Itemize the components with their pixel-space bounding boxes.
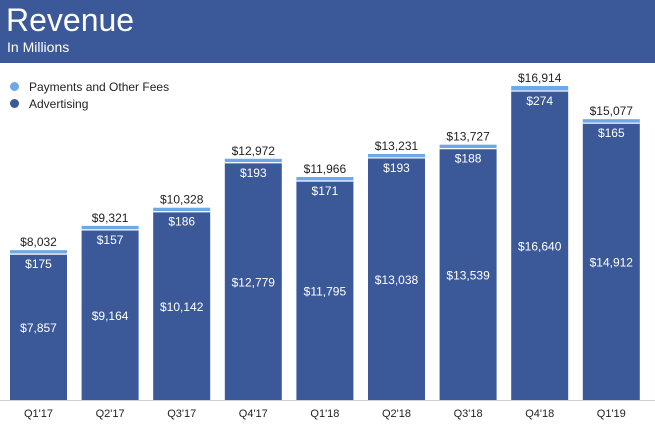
bar-payments bbox=[10, 250, 67, 255]
data-label-advertising: $16,640 bbox=[518, 240, 562, 254]
bar-payments bbox=[368, 153, 425, 158]
data-label-total: $10,328 bbox=[160, 193, 204, 207]
data-label-advertising: $9,164 bbox=[92, 309, 129, 323]
data-label-payments: $188 bbox=[455, 152, 482, 166]
data-label-payments: $274 bbox=[526, 94, 553, 108]
bar-advertising bbox=[296, 181, 354, 400]
data-label-payments: $193 bbox=[240, 166, 267, 180]
data-label-payments: $157 bbox=[97, 233, 124, 247]
legend-label-payments: Payments and Other Fees bbox=[29, 79, 170, 94]
bar-payments bbox=[153, 207, 211, 212]
bar-payments bbox=[582, 119, 640, 124]
data-label-advertising: $10,142 bbox=[160, 300, 204, 314]
legend-item-advertising: Advertising bbox=[10, 95, 169, 112]
bar-advertising bbox=[511, 91, 569, 400]
bar-chart: $7,857 $175 $8,032 Q1'17 $9,164 $157 $9,321 Q2'… bbox=[0, 71, 655, 420]
bar-advertising bbox=[81, 229, 139, 400]
x-tick-label: Q1'17 bbox=[24, 408, 53, 420]
x-tick-label: Q1'19 bbox=[597, 408, 626, 420]
chart-title: Revenue bbox=[6, 2, 135, 38]
chart-subtitle: In Millions bbox=[7, 39, 70, 55]
bar-advertising bbox=[439, 148, 497, 400]
legend-label-advertising: Advertising bbox=[29, 96, 89, 111]
legend: Payments and Other Fees Advertising bbox=[10, 78, 169, 112]
bar-advertising bbox=[582, 123, 640, 400]
bar-payments bbox=[439, 144, 497, 149]
data-label-advertising: $11,795 bbox=[304, 285, 347, 299]
data-label-payments: $165 bbox=[598, 126, 625, 140]
data-label-advertising: $12,779 bbox=[232, 275, 276, 289]
legend-swatch-payments bbox=[10, 82, 19, 91]
data-label-total: $11,966 bbox=[304, 162, 347, 176]
data-label-payments: $186 bbox=[168, 215, 195, 229]
data-label-payments: $175 bbox=[25, 257, 52, 271]
x-tick-label: Q4'18 bbox=[525, 408, 554, 420]
bar-payments bbox=[511, 86, 569, 92]
legend-swatch-advertising bbox=[10, 99, 19, 108]
bar-payments bbox=[224, 158, 282, 163]
data-label-advertising: $13,539 bbox=[446, 268, 490, 282]
data-label-total: $15,077 bbox=[590, 104, 634, 118]
bar-advertising bbox=[10, 254, 67, 400]
bar-advertising bbox=[224, 162, 282, 400]
data-label-advertising: $7,857 bbox=[20, 321, 57, 335]
bar-payments bbox=[81, 225, 139, 230]
x-tick-label: Q1'18 bbox=[310, 408, 339, 420]
x-tick-label: Q4'17 bbox=[239, 408, 268, 420]
x-tick-label: Q2'17 bbox=[96, 408, 125, 420]
legend-item-payments: Payments and Other Fees bbox=[10, 78, 169, 95]
x-tick-label: Q3'18 bbox=[454, 408, 483, 420]
bar-advertising bbox=[153, 211, 211, 400]
data-label-payments: $171 bbox=[312, 184, 339, 198]
data-label-total: $8,032 bbox=[20, 235, 57, 249]
data-label-advertising: $14,912 bbox=[590, 256, 634, 270]
data-label-advertising: $13,038 bbox=[375, 273, 419, 287]
data-label-total: $16,914 bbox=[518, 71, 562, 85]
data-label-total: $12,972 bbox=[232, 144, 276, 158]
data-label-total: $13,727 bbox=[446, 130, 490, 144]
data-label-payments: $193 bbox=[383, 161, 410, 175]
data-label-total: $13,231 bbox=[375, 139, 419, 153]
data-label-total: $9,321 bbox=[92, 211, 129, 225]
x-tick-label: Q2'18 bbox=[382, 408, 411, 420]
x-tick-label: Q3'17 bbox=[167, 408, 196, 420]
bar-advertising bbox=[368, 157, 425, 400]
chart-header: Revenue In Millions bbox=[0, 0, 655, 63]
bar-payments bbox=[296, 177, 354, 182]
